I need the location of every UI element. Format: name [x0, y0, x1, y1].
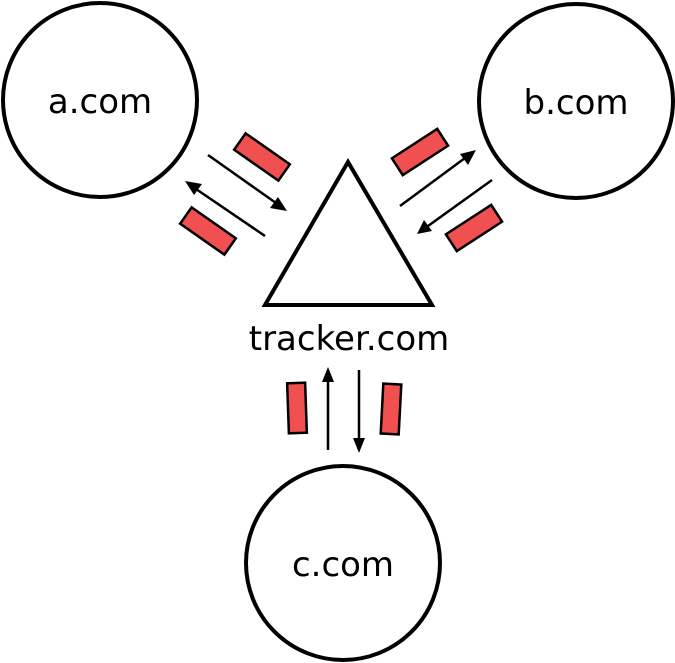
arrow-head-icon [460, 150, 476, 165]
cookie-b-out [390, 127, 450, 177]
node-tracker: tracker.com [249, 158, 450, 359]
site-b-label: b.com [523, 83, 628, 123]
site-a-label: a.com [48, 82, 152, 122]
tracker-label: tracker.com [249, 319, 450, 359]
node-a: a.com [1, 1, 199, 199]
flow-a-tracker [178, 131, 292, 257]
site-a-circle [1, 1, 199, 199]
arrow-b-to-tracker [427, 178, 493, 228]
site-b-circle [477, 2, 675, 200]
node-c: c.com [244, 464, 442, 662]
arrow-tracker-to-a [195, 187, 266, 238]
arrow-tracker-to-b [399, 156, 466, 208]
arrow-head-icon [322, 367, 334, 382]
cookie-b-in [444, 203, 504, 253]
cookie-c-out [285, 381, 309, 435]
arrow-head-icon [270, 197, 287, 211]
node-b: b.com [477, 2, 675, 200]
arrow-head-icon [417, 220, 432, 234]
cookie-a-in [178, 205, 238, 257]
flow-c-tracker [285, 367, 403, 453]
cookie-a-out [232, 131, 292, 183]
tracker-triangle-icon [261, 158, 436, 307]
arrow-head-icon [185, 181, 202, 195]
site-c-label: c.com [292, 545, 394, 585]
flow-b-tracker [390, 127, 504, 253]
arrow-a-to-tracker [207, 153, 277, 205]
arrow-head-icon [353, 438, 365, 453]
cookie-c-in [379, 382, 403, 436]
site-c-circle [244, 464, 442, 662]
